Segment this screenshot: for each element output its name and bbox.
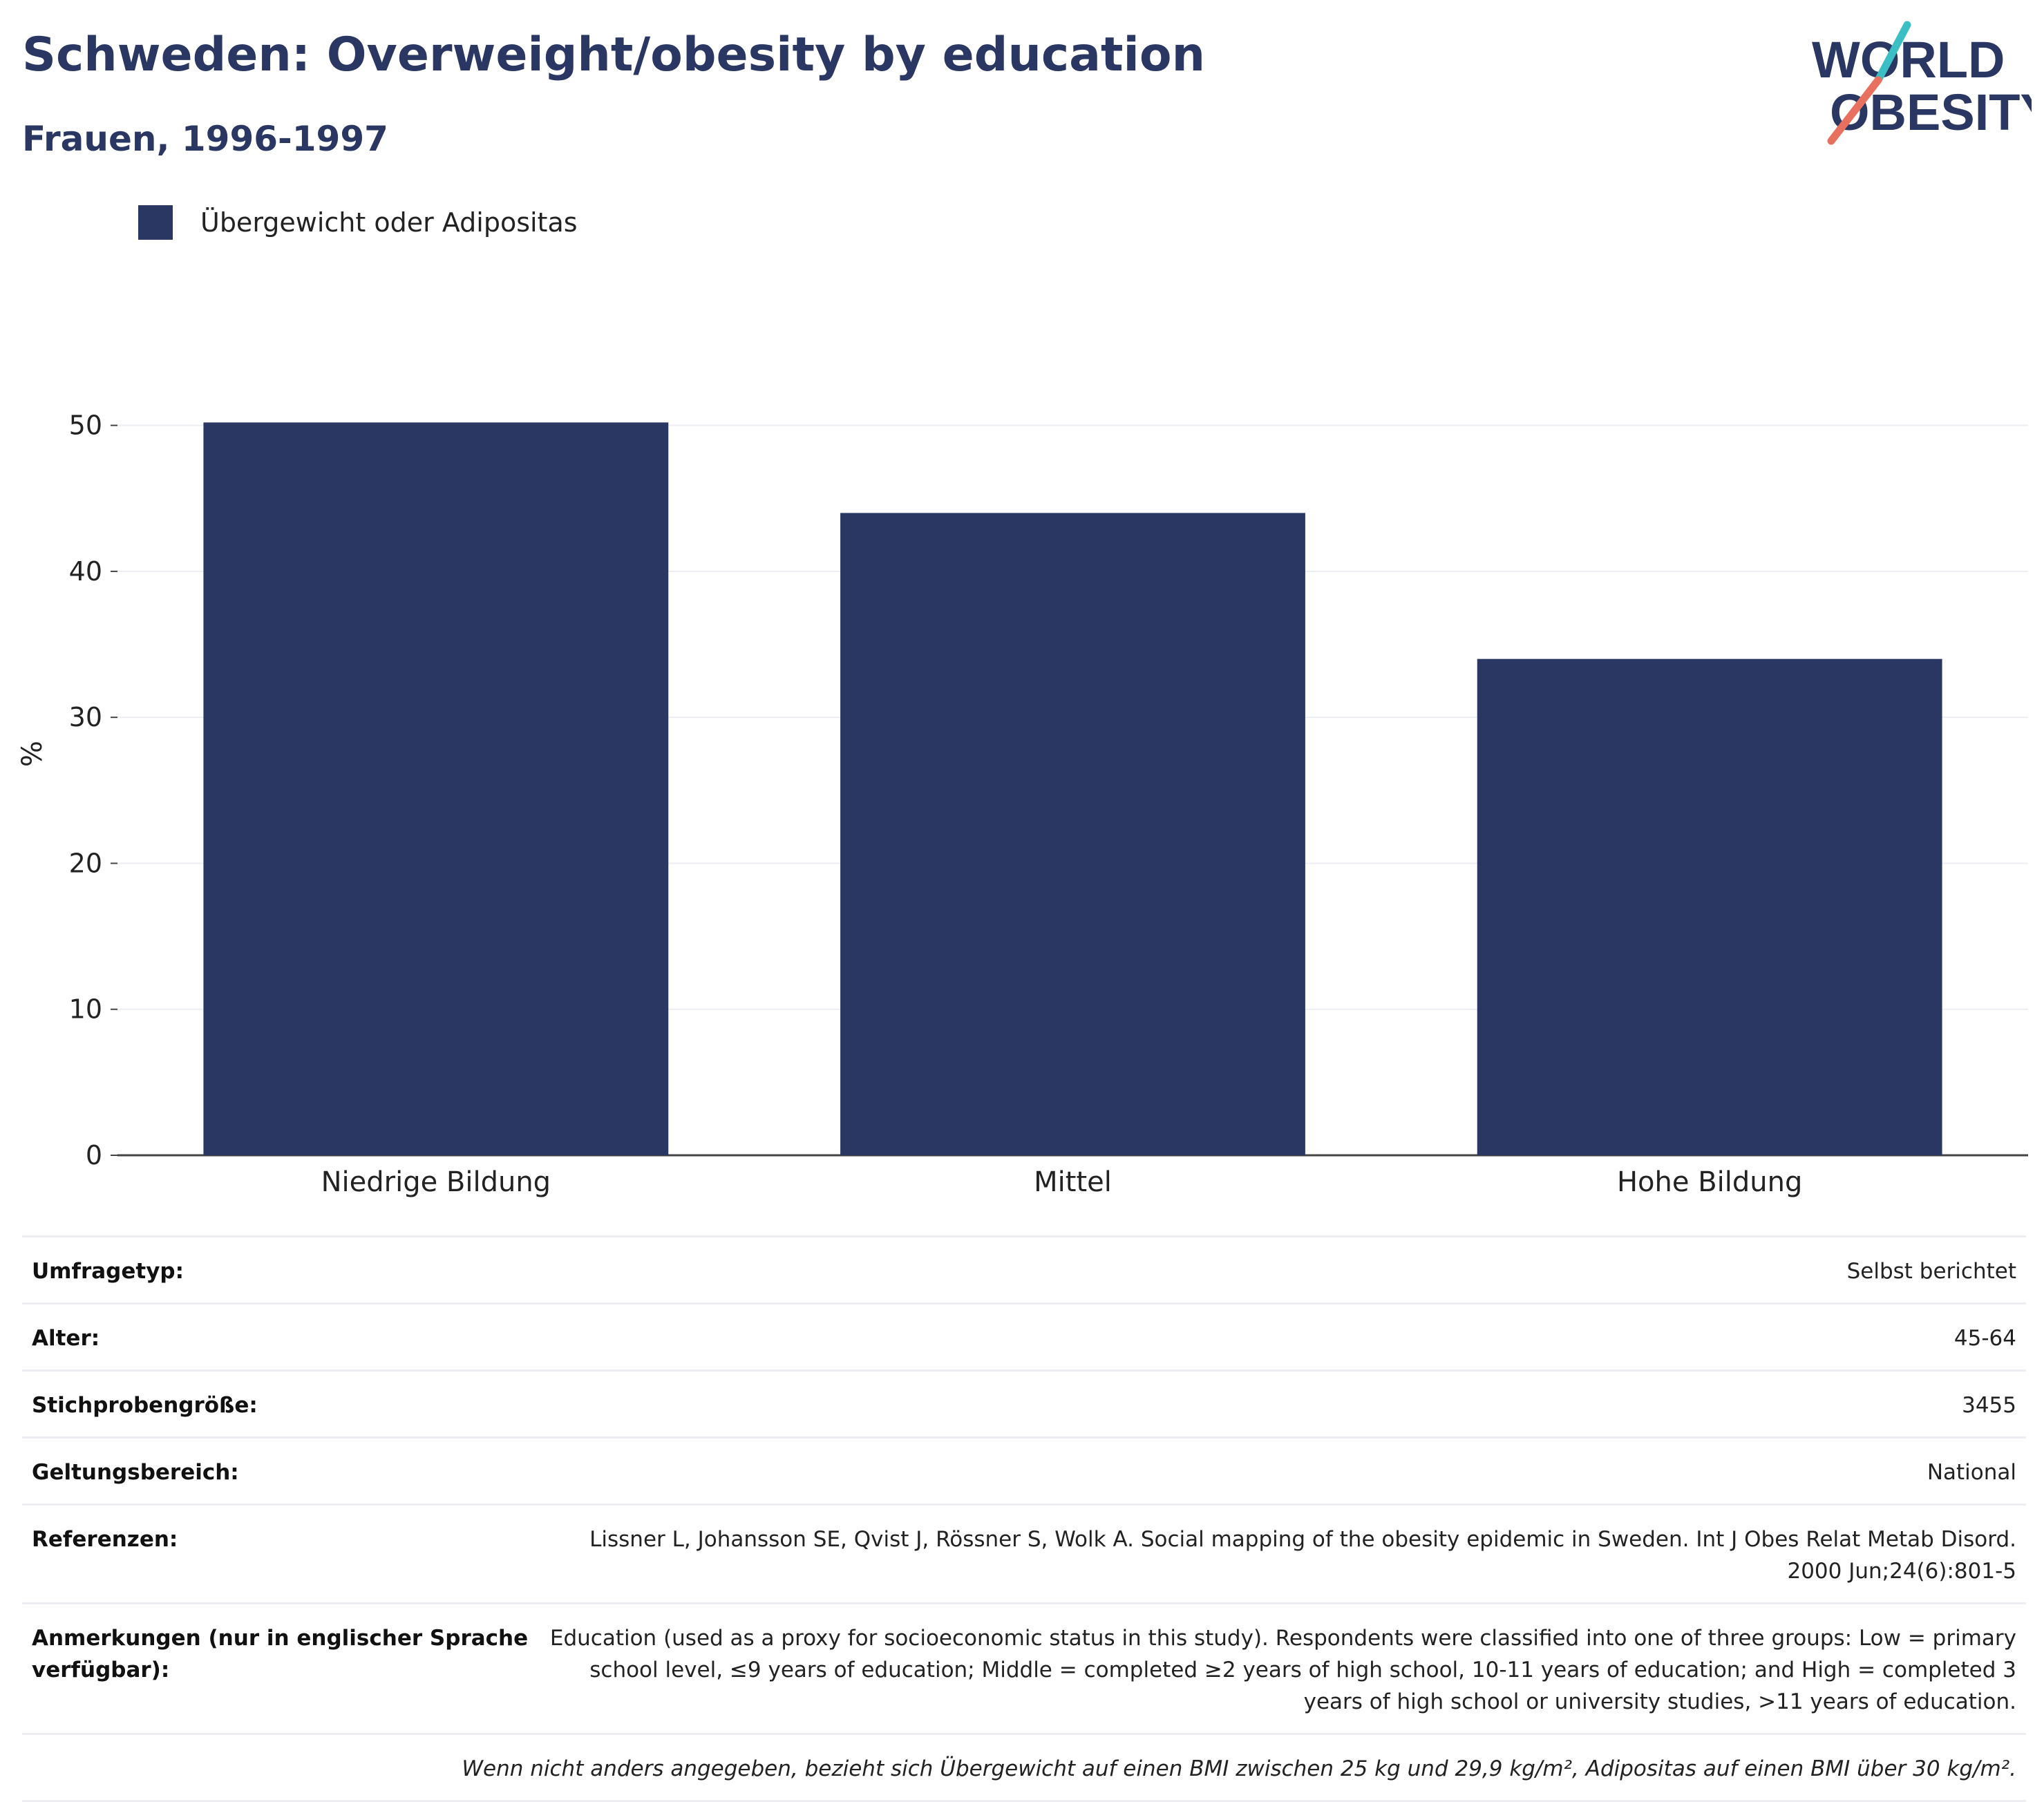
y-tick-label: 50 <box>69 410 102 441</box>
info-row: Geltungsbereich: National <box>22 1439 2026 1506</box>
info-row: Stichprobengröße: 3455 <box>22 1372 2026 1439</box>
y-tick-label: 40 <box>69 556 102 587</box>
info-value: Education (used as a proxy for socioecon… <box>549 1626 2016 1714</box>
legend-swatch <box>138 205 173 240</box>
footnote: Wenn nicht anders angegeben, bezieht sic… <box>22 1735 2026 1802</box>
logo-slash-bottom <box>1827 76 1882 145</box>
info-key: Alter: <box>32 1326 100 1351</box>
bar[interactable] <box>203 422 669 1155</box>
y-tick-labels: 0 10 20 30 40 50 <box>69 410 102 1170</box>
x-tick-label: Mittel <box>1034 1166 1112 1198</box>
info-key: Anmerkungen (nur in englischer Sprache v… <box>32 1626 529 1682</box>
bar[interactable] <box>1477 658 1942 1155</box>
bar-chart: 0 10 20 30 40 50 Niedrige Bildung Mittel Hohe B… <box>17 410 2028 1198</box>
page-subtitle: Frauen, 1996-1997 <box>22 119 388 159</box>
logo-text-world: WORLD <box>1812 31 2005 88</box>
info-row: Umfragetyp: Selbst berichtet <box>22 1237 2026 1305</box>
bars <box>203 422 1942 1155</box>
info-value: 3455 <box>1962 1393 2016 1418</box>
info-row: Alter: 45-64 <box>22 1305 2026 1372</box>
bar[interactable] <box>840 513 1305 1155</box>
page-title: Schweden: Overweight/obesity by educatio… <box>22 28 1205 82</box>
info-value: Selbst berichtet <box>1846 1259 2016 1284</box>
legend-label: Übergewicht oder Adipositas <box>200 207 578 238</box>
info-value: National <box>1927 1460 2016 1485</box>
info-table: Umfragetyp: Selbst berichtet Alter: 45-64 St… <box>22 1235 2026 1802</box>
y-tick-label: 20 <box>69 848 102 878</box>
y-tick-label: 0 <box>86 1140 102 1170</box>
x-tick-labels: Niedrige Bildung Mittel Hohe Bildung <box>321 1166 1803 1198</box>
x-tick-label: Hohe Bildung <box>1617 1166 1802 1198</box>
info-key: Umfragetyp: <box>32 1259 184 1284</box>
info-key: Referenzen: <box>32 1527 178 1552</box>
logo-slash-top <box>1874 21 1911 84</box>
y-axis-title: % <box>17 741 48 767</box>
world-obesity-logo: WORLD OBESITY <box>1812 21 2032 145</box>
info-key: Geltungsbereich: <box>32 1460 239 1485</box>
y-tick-label: 10 <box>69 994 102 1025</box>
y-tick-label: 30 <box>69 702 102 732</box>
info-row: Referenzen: Lissner L, Johansson SE, Qvis… <box>22 1506 2026 1604</box>
info-value: Lissner L, Johansson SE, Qvist J, Rössne… <box>589 1527 2016 1584</box>
info-row: Anmerkungen (nur in englischer Sprache v… <box>22 1604 2026 1735</box>
x-tick-label: Niedrige Bildung <box>321 1166 551 1198</box>
info-value: 45-64 <box>1953 1326 2016 1351</box>
info-key: Stichprobengröße: <box>32 1393 258 1418</box>
legend[interactable]: Übergewicht oder Adipositas <box>138 205 578 240</box>
